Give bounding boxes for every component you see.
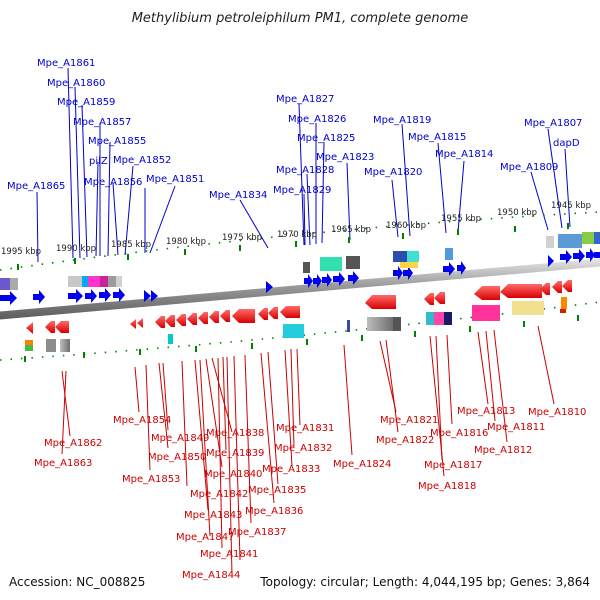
gene-label-a1852: Mpe_A1852 — [113, 155, 171, 166]
gene-label-a1829: Mpe_A1829 — [273, 185, 331, 196]
gene-label-a1828: Mpe_A1828 — [276, 165, 334, 176]
gene-label-a1816: Mpe_A1816 — [430, 428, 488, 439]
gene-label-a1825: Mpe_A1825 — [297, 133, 355, 144]
gene-label-a1835: Mpe_A1835 — [248, 485, 306, 496]
scale-label: 1945 kbp — [551, 201, 591, 211]
gene-label-a1810: Mpe_A1810 — [528, 407, 586, 418]
gene-label-a1814: Mpe_A1814 — [435, 149, 493, 160]
gene-label-a1839: Mpe_A1839 — [206, 448, 264, 459]
gene-label-pilz: pilZ — [89, 156, 108, 167]
scale-label: 1980 kbp — [166, 237, 206, 247]
outer-scale-ticks — [17, 223, 569, 270]
scale-label: 1990 kbp — [56, 244, 96, 254]
bottom-leader-lines — [61, 325, 555, 576]
scale-label: 1950 kbp — [497, 208, 537, 218]
reverse-strand-features — [25, 297, 567, 352]
inner-scale-ticks — [24, 315, 579, 362]
scale-labels: 1995 kbp 1990 kbp 1985 kbp 1980 kbp 1975 kbp… — [1, 201, 591, 257]
gene-label-a1851: Mpe_A1851 — [146, 174, 204, 185]
scale-label: 1995 kbp — [1, 247, 41, 257]
gene-label-a1856: Mpe_A1856 — [84, 177, 142, 188]
gene-label-a1862: Mpe_A1862 — [44, 438, 102, 449]
gene-label-a1831: Mpe_A1831 — [276, 423, 334, 434]
gene-label-a1823: Mpe_A1823 — [316, 152, 374, 163]
gene-label-a1841: Mpe_A1841 — [200, 549, 258, 560]
gene-label-a1844: Mpe_A1844 — [182, 570, 240, 581]
gene-label-a1815: Mpe_A1815 — [408, 132, 466, 143]
gene-label-a1807: Mpe_A1807 — [524, 118, 582, 129]
gene-label-a1863: Mpe_A1863 — [34, 458, 92, 469]
genome-info-text: Topology: circular; Length: 4,044,195 bp… — [259, 575, 590, 589]
gene-label-a1853: Mpe_A1853 — [122, 474, 180, 485]
gene-label-a1832: Mpe_A1832 — [274, 443, 332, 454]
gene-label-a1834: Mpe_A1834 — [209, 190, 267, 201]
gene-label-a1817: Mpe_A1817 — [424, 460, 482, 471]
gene-label-a1811: Mpe_A1811 — [487, 422, 545, 433]
forward-strand-features — [0, 232, 600, 290]
gene-label-a1837: Mpe_A1837 — [228, 527, 286, 538]
scale-label: 1985 kbp — [111, 240, 151, 250]
reverse-strand-genes — [26, 280, 572, 334]
gene-label-a1861: Mpe_A1861 — [37, 58, 95, 69]
gene-label-a1821: Mpe_A1821 — [380, 415, 438, 426]
gene-label-a1838: Mpe_A1838 — [206, 428, 264, 439]
gene-label-a1812: Mpe_A1812 — [474, 445, 532, 456]
gene-label-a1820: Mpe_A1820 — [364, 167, 422, 178]
top-leader-lines — [36, 67, 571, 263]
gene-label-a1809: Mpe_A1809 — [500, 162, 558, 173]
scale-label: 1955 kbp — [441, 214, 481, 224]
scale-label: 1970 kbp — [277, 230, 317, 240]
top-gene-labels: Mpe_A1861 Mpe_A1860 Mpe_A1859 Mpe_A1857 … — [7, 58, 582, 201]
scale-label: 1965 kbp — [331, 225, 371, 235]
gene-label-a1855: Mpe_A1855 — [88, 136, 146, 147]
gene-label-a1824: Mpe_A1824 — [333, 459, 391, 470]
gene-label-a1826: Mpe_A1826 — [288, 114, 346, 125]
outer-scale-ring — [0, 211, 600, 271]
bottom-gene-labels: Mpe_A1862 Mpe_A1863 Mpe_A1854 Mpe_A1853 … — [34, 406, 586, 581]
gene-label-a1854: Mpe_A1854 — [113, 415, 171, 426]
accession-text: Accession: NC_008825 — [9, 575, 145, 589]
gene-label-dapd: dapD — [553, 138, 580, 149]
scale-label: 1975 kbp — [222, 233, 262, 243]
map-title: Methylibium petroleiphilum PM1, complete… — [132, 11, 469, 26]
gene-label-a1843: Mpe_A1843 — [184, 510, 242, 521]
forward-strand-genes — [0, 248, 600, 305]
gene-label-a1859: Mpe_A1859 — [57, 97, 115, 108]
outer-scale-dots — [0, 211, 600, 271]
gene-label-a1840: Mpe_A1840 — [204, 469, 262, 480]
gene-label-a1813: Mpe_A1813 — [457, 406, 515, 417]
gene-label-a1857: Mpe_A1857 — [73, 117, 131, 128]
gene-label-a1819: Mpe_A1819 — [373, 115, 431, 126]
gene-label-a1827: Mpe_A1827 — [276, 94, 334, 105]
gene-label-a1850: Mpe_A1850 — [148, 452, 206, 463]
gene-label-a1865: Mpe_A1865 — [7, 181, 65, 192]
scale-label: 1960 kbp — [386, 221, 426, 231]
gene-label-a1822: Mpe_A1822 — [376, 435, 434, 446]
inner-scale-ring — [0, 301, 600, 362]
gene-label-a1836: Mpe_A1836 — [245, 506, 303, 517]
gene-label-a1818: Mpe_A1818 — [418, 481, 476, 492]
gene-label-a1842: Mpe_A1842 — [190, 489, 248, 500]
gene-label-a1849: Mpe_A1849 — [151, 433, 209, 444]
gene-label-a1847: Mpe_A1847 — [176, 532, 234, 543]
gene-label-a1833: Mpe_A1833 — [262, 464, 320, 475]
gene-label-a1860: Mpe_A1860 — [47, 78, 105, 89]
